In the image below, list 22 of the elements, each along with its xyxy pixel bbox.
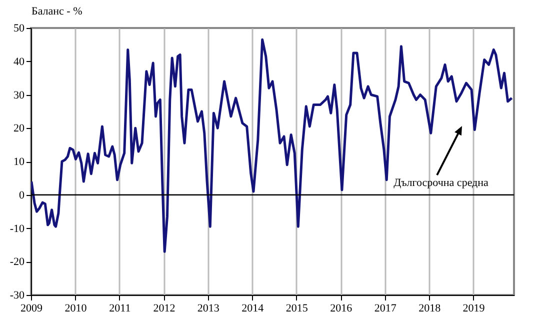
x-tick-label: 2013	[197, 302, 220, 314]
y-tick-label: -10	[10, 222, 25, 235]
y-tick-label: -30	[10, 290, 25, 302]
x-tick-label: 2009	[20, 302, 43, 314]
y-tick-label: 50	[14, 22, 25, 34]
x-tick-label: 2015	[286, 302, 308, 314]
x-tick-label: 2018	[418, 302, 442, 314]
y-tick-label: 10	[14, 156, 25, 168]
x-tick-label: 2010	[64, 302, 88, 314]
y-tick-label: 0	[19, 189, 25, 202]
y-tick-label: 40	[14, 56, 25, 68]
x-tick-label: 2012	[153, 302, 176, 314]
x-tick-label: 2017	[374, 302, 397, 314]
x-tick-label: 2014	[242, 302, 264, 314]
x-tick-label: 2019	[462, 302, 486, 314]
annotation: Дългосрочна средна	[394, 177, 489, 189]
y-axis-title: Баланс - %	[32, 6, 82, 18]
y-tick-label: -20	[10, 256, 25, 268]
y-tick-label: 30	[14, 89, 25, 102]
x-tick-label: 2016	[330, 302, 353, 314]
y-tick-label: 20	[14, 122, 25, 135]
x-tick-label: 2011	[109, 302, 131, 314]
